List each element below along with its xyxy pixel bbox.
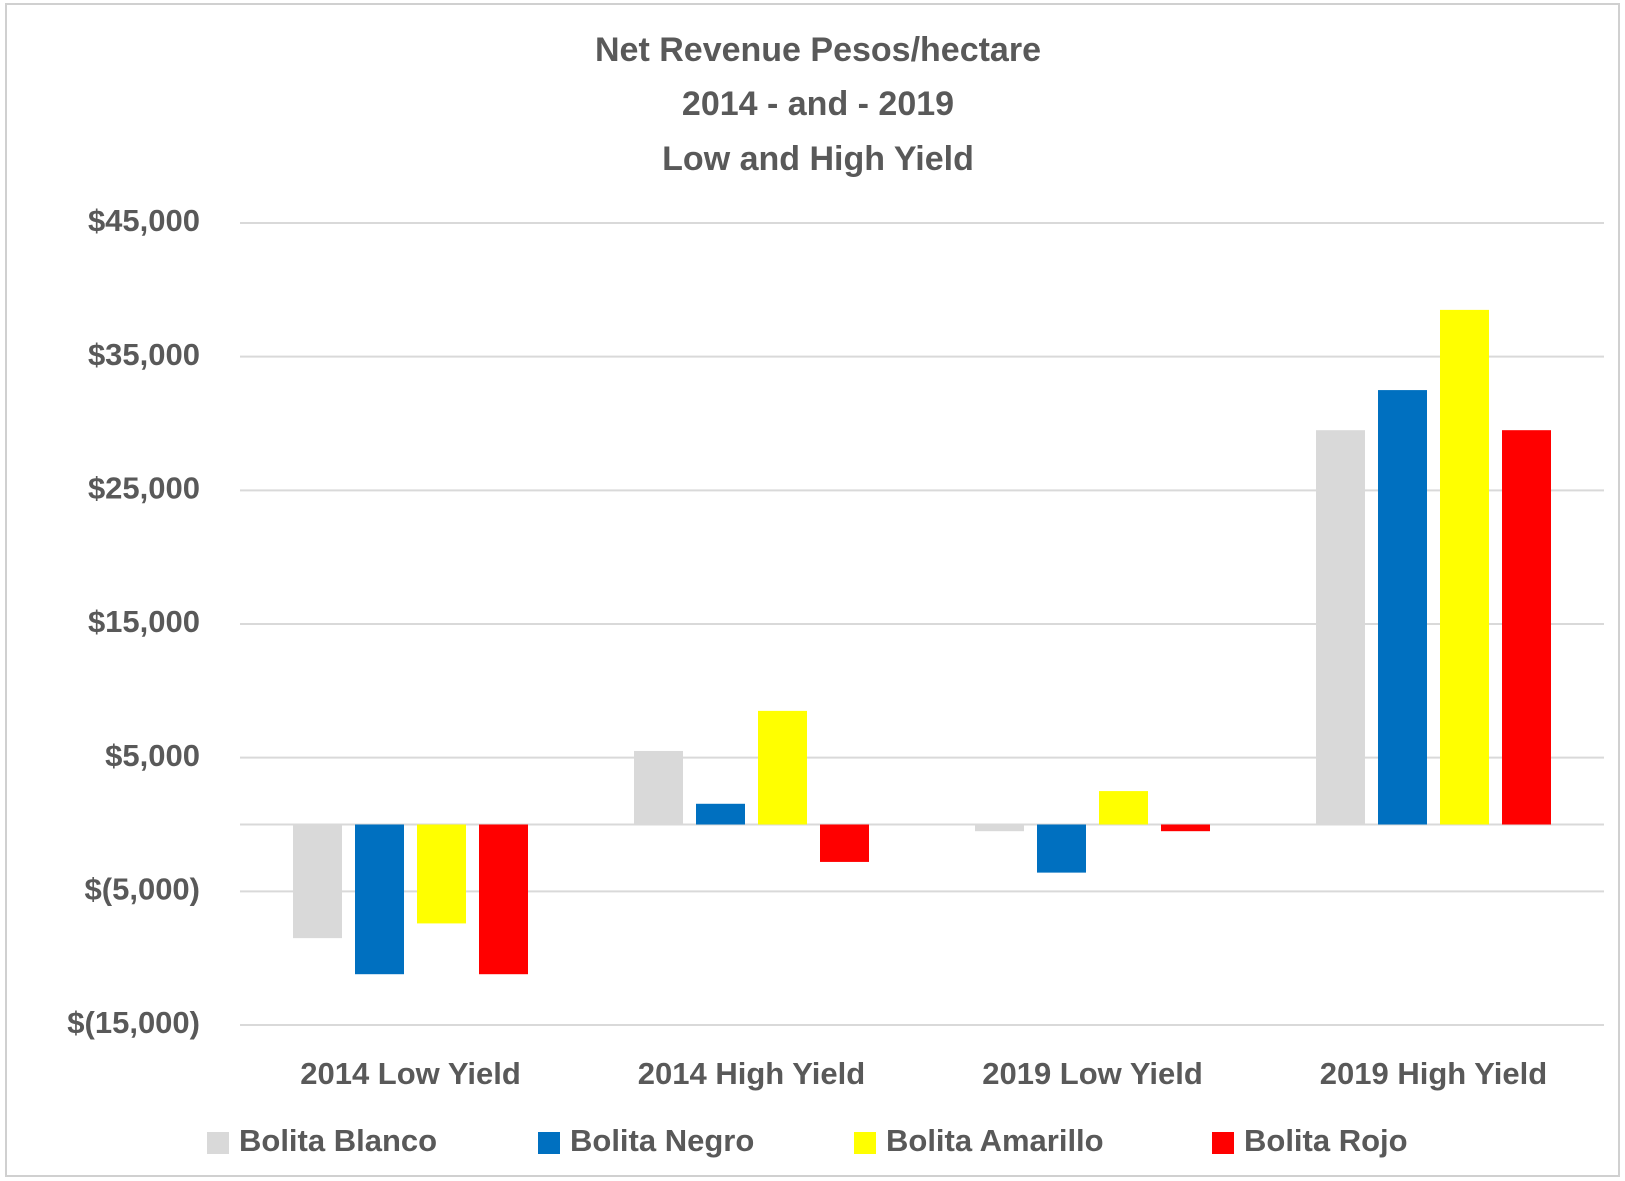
- bar: [417, 824, 466, 924]
- bar: [293, 824, 342, 939]
- y-tick-label: $5,000: [105, 738, 200, 773]
- bar: [355, 824, 404, 975]
- legend-swatch: [538, 1132, 560, 1154]
- bar: [1378, 390, 1427, 825]
- legend-swatch: [1212, 1132, 1234, 1154]
- legend-label: Bolita Blanco: [239, 1123, 437, 1158]
- legend-label: Bolita Rojo: [1244, 1123, 1408, 1158]
- chart-title: 2014 - and - 2019: [682, 85, 954, 123]
- x-tick-label: 2019 Low Yield: [982, 1056, 1203, 1091]
- legend-label: Bolita Negro: [570, 1123, 754, 1158]
- legend-swatch: [207, 1132, 229, 1154]
- x-tick-label: 2014 High Yield: [638, 1056, 865, 1091]
- bar: [1099, 791, 1148, 825]
- y-tick-label: $15,000: [88, 604, 200, 639]
- bar: [1316, 430, 1365, 825]
- bar: [1161, 824, 1210, 832]
- chart-title: Net Revenue Pesos/hectare: [595, 31, 1041, 69]
- y-tick-label: $(15,000): [67, 1005, 200, 1040]
- bar: [758, 710, 807, 825]
- bar: [696, 803, 745, 825]
- bar: [634, 750, 683, 825]
- y-tick-label: $25,000: [88, 471, 200, 506]
- chart-title: Low and High Yield: [662, 140, 974, 178]
- legend-swatch: [854, 1132, 876, 1154]
- x-tick-label: 2014 Low Yield: [300, 1056, 521, 1091]
- bar: [1440, 309, 1489, 825]
- y-tick-label: $35,000: [88, 337, 200, 372]
- bar: [479, 824, 528, 975]
- bar: [1037, 824, 1086, 873]
- legend-label: Bolita Amarillo: [886, 1123, 1104, 1158]
- bar: [975, 824, 1024, 832]
- chart-border: [5, 3, 1620, 1177]
- x-tick-label: 2019 High Yield: [1320, 1056, 1547, 1091]
- y-tick-label: $45,000: [88, 203, 200, 238]
- bar: [820, 824, 869, 862]
- bar: [1502, 430, 1551, 825]
- y-tick-label: $(5,000): [85, 872, 200, 907]
